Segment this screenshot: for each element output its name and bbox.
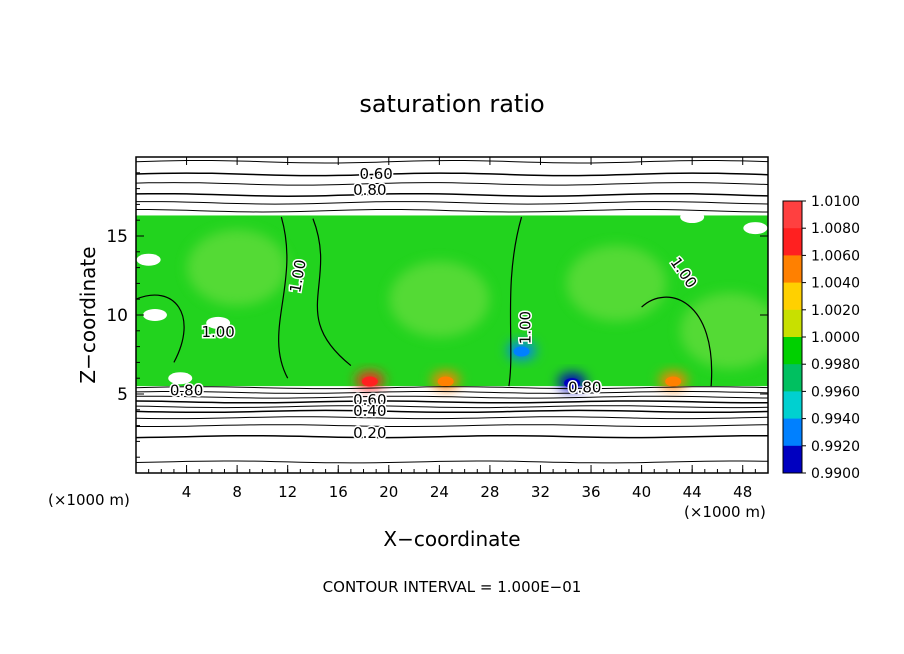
chart-title: saturation ratio (359, 90, 544, 118)
colorbar-swatch (783, 364, 802, 392)
colorbar-label: 0.9980 (811, 357, 860, 373)
contour-line (136, 192, 768, 197)
colorbar-label: 1.0080 (811, 221, 860, 237)
colorbar-label: 1.0040 (811, 276, 860, 292)
x-tick-label: 16 (329, 483, 348, 501)
dry-pocket (142, 309, 167, 321)
contour-line (136, 409, 768, 414)
colorbar-label: 0.9960 (811, 384, 860, 400)
x-tick-label: 40 (632, 483, 651, 501)
contour-interval-note: CONTOUR INTERVAL = 1.000E−01 (323, 578, 582, 596)
x-tick-label: 12 (278, 483, 297, 501)
colorbar-label: 1.0000 (811, 330, 860, 346)
contour-line (312, 218, 352, 367)
light-patch (680, 292, 768, 369)
contour-label: 1.00 (201, 323, 234, 341)
saturation-field (136, 211, 768, 392)
x-tick-label: 32 (531, 483, 550, 501)
contour-labels: 0.600.801.001.00 1.001.000.800.600.400.20… (168, 164, 702, 444)
x-tick-label: 20 (379, 483, 398, 501)
contour-line (136, 386, 768, 390)
contour-label: 0.60 (353, 391, 386, 409)
x-unit-label: (×1000 m) (684, 503, 766, 521)
colorbar-label: 1.0100 (811, 194, 860, 210)
contour-lines (136, 160, 768, 464)
x-tick-label: 36 (581, 483, 600, 501)
hotspot-core (564, 378, 581, 389)
colorbar-label: 0.9920 (811, 439, 860, 455)
y-axis: 5 10 15 (106, 172, 768, 458)
contour-label: 0.80 (353, 181, 386, 199)
contour-line (136, 400, 768, 404)
contour-line (136, 172, 768, 177)
colorbar-label: 0.9900 (811, 466, 860, 482)
contour-line (136, 391, 768, 394)
contour-line (278, 216, 289, 379)
y-tick-label: 5 (117, 385, 128, 405)
x-axis: 4 8 12 16 20 24 28 32 36 40 44 48 (148, 157, 756, 501)
contour-line (641, 296, 713, 387)
colorbar-swatch (783, 282, 802, 311)
colorbar-swatch (783, 255, 802, 284)
colorbar-label: 1.0060 (811, 248, 860, 264)
x-tick-label: 4 (182, 483, 192, 501)
contour-line (136, 395, 768, 399)
contour-label: 0.60 (359, 165, 392, 183)
y-tick-label: 10 (106, 306, 128, 326)
x-tick-label: 24 (430, 483, 449, 501)
contour-line (136, 160, 768, 164)
colorbar-label: 0.9940 (811, 412, 860, 428)
colorbar-swatch (783, 309, 802, 338)
light-patch (566, 245, 667, 322)
colorbar-swatch (783, 201, 802, 229)
hotspot-core (361, 376, 378, 387)
y-tick-label: 15 (106, 227, 128, 247)
contour-line (136, 424, 768, 427)
contour-line (136, 294, 185, 363)
contour-label: 0.40 (353, 402, 386, 420)
dry-pocket (743, 222, 768, 235)
hotspot-core (513, 346, 530, 357)
contour-label: 1.00 (516, 311, 534, 344)
contour-line (136, 460, 768, 464)
x-tick-label: 44 (683, 483, 702, 501)
contour-line (136, 201, 768, 205)
colorbar-swatch (783, 391, 802, 420)
colorbar-swatch (783, 337, 802, 365)
dry-pocket (680, 211, 705, 224)
contour-line (136, 434, 768, 439)
colorbar-swatch (783, 445, 802, 474)
light-patch (389, 261, 490, 338)
plot-area (136, 157, 768, 473)
contour-line (136, 405, 768, 409)
x-tick-label: 8 (232, 483, 242, 501)
light-patch (187, 229, 288, 306)
contour-line (136, 209, 768, 213)
dry-pocket (206, 316, 231, 329)
dry-pocket (168, 372, 193, 385)
colorbar: 1.0100 1.0080 1.0060 1.0040 1.0020 1.0000 0.99… (782, 194, 860, 482)
contour-line (508, 216, 523, 387)
contour-line (136, 182, 768, 186)
contour-label: 0.80 (568, 378, 601, 396)
hotspot-core (665, 376, 682, 387)
y-axis-title: Z−coordinate (76, 246, 100, 383)
contour-label: 0.80 (170, 382, 203, 400)
colorbar-swatch (783, 228, 802, 256)
colorbar-label: 1.0020 (811, 303, 860, 319)
y-unit-label: (×1000 m) (48, 491, 130, 509)
x-axis-title: X−coordinate (383, 527, 520, 551)
hotspot-core (437, 376, 454, 387)
x-tick-label: 28 (480, 483, 499, 501)
dry-pocket (136, 253, 161, 266)
contour-label: 0.20 (353, 424, 386, 442)
x-tick-label: 48 (733, 483, 752, 501)
colorbar-swatch (783, 418, 802, 447)
contour-line (136, 416, 768, 420)
